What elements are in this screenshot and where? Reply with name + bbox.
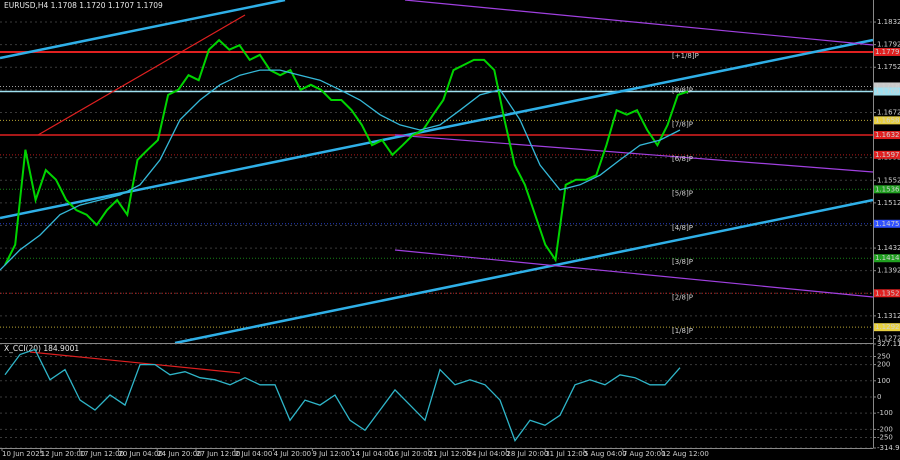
y-tick-label: 0	[877, 393, 881, 401]
level-price-box	[874, 47, 900, 56]
x-tick-label: 17 Jun 12:00	[80, 450, 124, 458]
level-price-label: 1.1597	[875, 151, 900, 159]
x-tick-label: 9 Jul 12:00	[312, 450, 350, 458]
level-label: [7/8]P	[672, 120, 693, 128]
y-tick-label: 1.1752	[877, 63, 900, 71]
level-price-box	[874, 289, 900, 298]
x-tick-label: 7 Aug 20:00	[623, 450, 666, 458]
level-price-label: 1.1475	[875, 220, 900, 228]
x-tick-label: 24 Jul 04:00	[468, 450, 510, 458]
y-tick-label: 1.1272	[877, 334, 900, 342]
price-box	[874, 87, 900, 96]
y-tick-label: -250	[877, 433, 893, 441]
level-label: [8/8]P	[672, 86, 693, 94]
level-label: [2/8]P	[672, 293, 693, 301]
level-price-label: 1.1414	[875, 254, 900, 262]
x-tick-label: 28 Jul 20:00	[506, 450, 548, 458]
price-line	[4, 38, 689, 266]
y-tick-label: 1.1792	[877, 41, 900, 49]
level-label: [3/8]P	[672, 258, 693, 266]
level-price-box	[874, 254, 900, 263]
level-label: [+1/8]P	[672, 52, 699, 60]
price-label: 1.1709	[875, 88, 900, 96]
channel-line	[394, 249, 874, 298]
price-box	[874, 131, 900, 140]
x-tick-label: 20 Jun 04:00	[118, 450, 162, 458]
level-label: [6/8]P	[672, 155, 693, 163]
channel-line	[0, 0, 286, 60]
y-tick-label: 1.1432	[877, 244, 900, 252]
x-tick-label: 31 Jul 12:00	[545, 450, 587, 458]
level-price-label: 1.1718	[875, 82, 900, 90]
indicator-title: X_CCI(20) 184.9001	[4, 344, 79, 353]
y-tick-label: 1.1672	[877, 108, 900, 116]
level-price-label: 1.1536	[875, 185, 900, 193]
chart-title: EURUSD,H4 1.1708 1.1720 1.1707 1.1709	[4, 1, 163, 10]
y-tick-label: 1.1552	[877, 176, 900, 184]
channel-line	[394, 134, 874, 173]
level-price-box	[874, 150, 900, 159]
level-label: [1/8]P	[672, 327, 693, 335]
level-price-box	[874, 185, 900, 194]
level-price-label: 1.1292	[875, 323, 900, 331]
x-tick-label: 21 Jul 12:00	[429, 450, 471, 458]
price-label: 1.1632	[875, 131, 900, 139]
x-tick-label: 10 Jun 2025	[2, 450, 44, 458]
x-tick-label: 12 Jun 20:00	[41, 450, 85, 458]
trend-line	[29, 351, 241, 374]
x-tick-label: 12 Aug 12:00	[662, 450, 709, 458]
level-price-label: 1.1779	[875, 48, 900, 56]
x-tick-label: 24 Jun 20:00	[157, 450, 201, 458]
x-tick-label: 5 Aug 04:00	[584, 450, 627, 458]
trend-line	[37, 14, 246, 136]
y-tick-label: 1.1392	[877, 267, 900, 275]
y-tick-label: -200	[877, 425, 893, 433]
y-tick-label: 250	[877, 352, 890, 360]
price-line	[0, 69, 681, 271]
y-tick-label: 1.1312	[877, 312, 900, 320]
level-price-box	[874, 323, 900, 332]
level-price-box	[874, 219, 900, 228]
x-tick-label: 14 Jul 04:00	[351, 450, 393, 458]
y-tick-label: 327.116	[877, 340, 900, 348]
x-tick-label: 27 Jun 12:00	[196, 450, 240, 458]
level-price-label: 1.1658	[875, 116, 900, 124]
y-tick-label: -100	[877, 409, 893, 417]
level-price-label: 1.1352	[875, 289, 900, 297]
channel-line	[174, 198, 874, 345]
level-price-box	[874, 82, 900, 91]
y-tick-label: 100	[877, 377, 890, 385]
level-label: [4/8]P	[672, 224, 693, 232]
price-line	[4, 348, 681, 442]
level-price-box	[874, 116, 900, 125]
x-tick-label: 4 Jul 20:00	[274, 450, 312, 458]
channel-line	[0, 38, 874, 220]
x-tick-label: 16 Jul 20:00	[390, 450, 432, 458]
y-tick-label: 200	[877, 361, 890, 369]
y-tick-label: -314.975	[877, 444, 900, 452]
y-tick-label: 1.1832	[877, 18, 900, 26]
channel-line	[404, 0, 874, 46]
y-tick-label: 1.1512	[877, 199, 900, 207]
level-label: [5/8]P	[672, 189, 693, 197]
trend-lines	[0, 0, 874, 374]
x-tick-label: 2 Jul 04:00	[235, 450, 273, 458]
